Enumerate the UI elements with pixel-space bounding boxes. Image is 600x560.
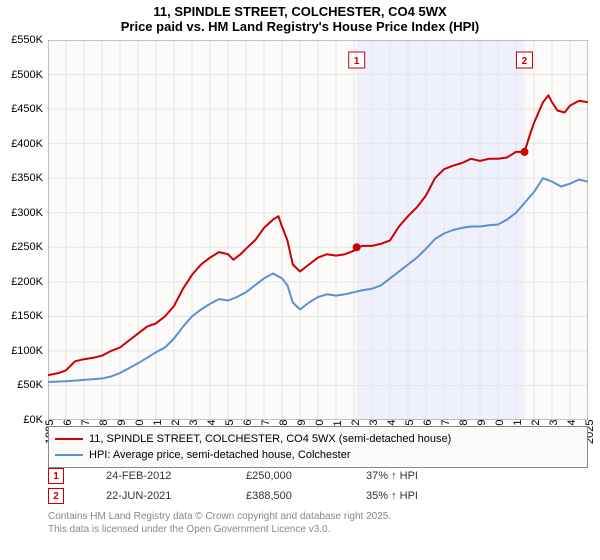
chart-title-desc: Price paid vs. HM Land Registry's House … <box>0 19 600 34</box>
legend: 11, SPINDLE STREET, COLCHESTER, CO4 5WX … <box>48 426 588 468</box>
y-tick-label: £100K <box>11 345 43 357</box>
y-tick-label: £300K <box>11 207 43 219</box>
title-block: 11, SPINDLE STREET, COLCHESTER, CO4 5WX … <box>0 0 600 36</box>
marker-row: 1 24-FEB-2012 £250,000 37% ↑ HPI <box>48 466 588 486</box>
legend-label: HPI: Average price, semi-detached house,… <box>89 449 351 461</box>
markers-table: 1 24-FEB-2012 £250,000 37% ↑ HPI 2 22-JUN-202… <box>48 466 588 506</box>
marker-price: £388,500 <box>246 490 336 502</box>
y-tick-label: £50K <box>17 379 43 391</box>
y-axis: £0K£50K£100K£150K£200K£250K£300K£350K£40… <box>0 40 45 420</box>
marker-badge: 1 <box>48 468 64 484</box>
y-tick-label: £400K <box>11 138 43 150</box>
svg-text:1: 1 <box>354 56 360 67</box>
legend-row: HPI: Average price, semi-detached house,… <box>55 447 581 463</box>
legend-swatch <box>55 438 83 440</box>
chart-plot-area: 12 <box>48 40 588 420</box>
y-tick-label: £500K <box>11 69 43 81</box>
y-tick-label: £200K <box>11 276 43 288</box>
chart-container: 11, SPINDLE STREET, COLCHESTER, CO4 5WX … <box>0 0 600 560</box>
chart-svg: 12 <box>48 40 588 420</box>
footer-line2: This data is licensed under the Open Gov… <box>48 523 588 536</box>
marker-badge: 2 <box>48 488 64 504</box>
chart-title-address: 11, SPINDLE STREET, COLCHESTER, CO4 5WX <box>0 4 600 19</box>
y-tick-label: £150K <box>11 310 43 322</box>
y-tick-label: £450K <box>11 103 43 115</box>
y-tick-label: £550K <box>11 34 43 46</box>
marker-hpi: 35% ↑ HPI <box>366 490 476 502</box>
footer-line1: Contains HM Land Registry data © Crown c… <box>48 510 588 523</box>
marker-date: 24-FEB-2012 <box>106 470 216 482</box>
marker-price: £250,000 <box>246 470 336 482</box>
y-tick-label: £250K <box>11 241 43 253</box>
marker-date: 22-JUN-2021 <box>106 490 216 502</box>
y-tick-label: £350K <box>11 172 43 184</box>
legend-swatch <box>55 454 83 456</box>
legend-row: 11, SPINDLE STREET, COLCHESTER, CO4 5WX … <box>55 431 581 447</box>
y-tick-label: £0K <box>23 414 43 426</box>
marker-row: 2 22-JUN-2021 £388,500 35% ↑ HPI <box>48 486 588 506</box>
marker-hpi: 37% ↑ HPI <box>366 470 476 482</box>
legend-label: 11, SPINDLE STREET, COLCHESTER, CO4 5WX … <box>89 433 451 445</box>
svg-text:2: 2 <box>522 56 528 67</box>
footer-attribution: Contains HM Land Registry data © Crown c… <box>48 510 588 536</box>
